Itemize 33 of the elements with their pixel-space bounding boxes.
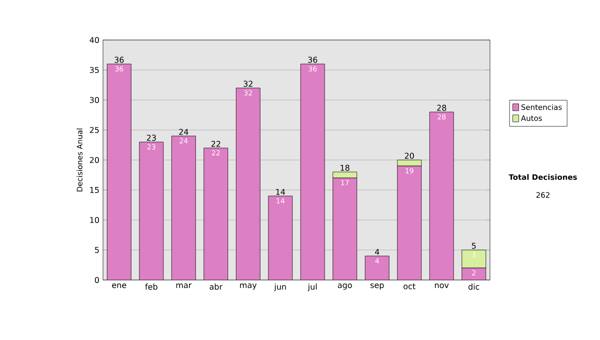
total-label: 36 (308, 56, 318, 63)
total-label: 20 (404, 152, 414, 159)
x-tick-label: jul (308, 284, 317, 292)
x-tick-label: dic (468, 284, 480, 290)
y-tick-label: 0 (94, 276, 99, 284)
y-tick-label: 5 (95, 247, 99, 253)
y-tick-label: 10 (90, 216, 99, 224)
x-tick-label: abr (210, 284, 223, 290)
total-label: 18 (340, 164, 350, 171)
x-tick-label: jun (274, 284, 286, 292)
y-tick-label: 30 (90, 96, 99, 104)
total-label: 22 (211, 140, 220, 147)
total-label: 32 (244, 80, 252, 87)
x-tick-label: feb (145, 284, 158, 290)
y-tick-label: 35 (90, 66, 99, 74)
total-label: 24 (179, 128, 188, 135)
y-tick-label: 25 (90, 126, 99, 134)
total-label: 36 (114, 56, 124, 63)
total-label: 23 (146, 134, 156, 141)
y-tick-label: 15 (90, 187, 99, 193)
x-tick-label: may (240, 284, 257, 290)
y-tick-label: 40 (90, 36, 99, 44)
x-tick-label: mar (176, 284, 192, 288)
total-label: 14 (276, 188, 286, 195)
x-tick-label: nov (434, 284, 449, 288)
total-label: 5 (472, 242, 476, 249)
x-tick-label: oct (404, 284, 416, 290)
y-tick-label: 20 (90, 156, 99, 164)
x-tick-label: sep (370, 284, 384, 290)
x-tick-label: ago (338, 284, 352, 290)
total-label: 28 (437, 104, 446, 111)
x-tick-label: ene (112, 284, 126, 288)
total-label: 4 (374, 248, 380, 255)
